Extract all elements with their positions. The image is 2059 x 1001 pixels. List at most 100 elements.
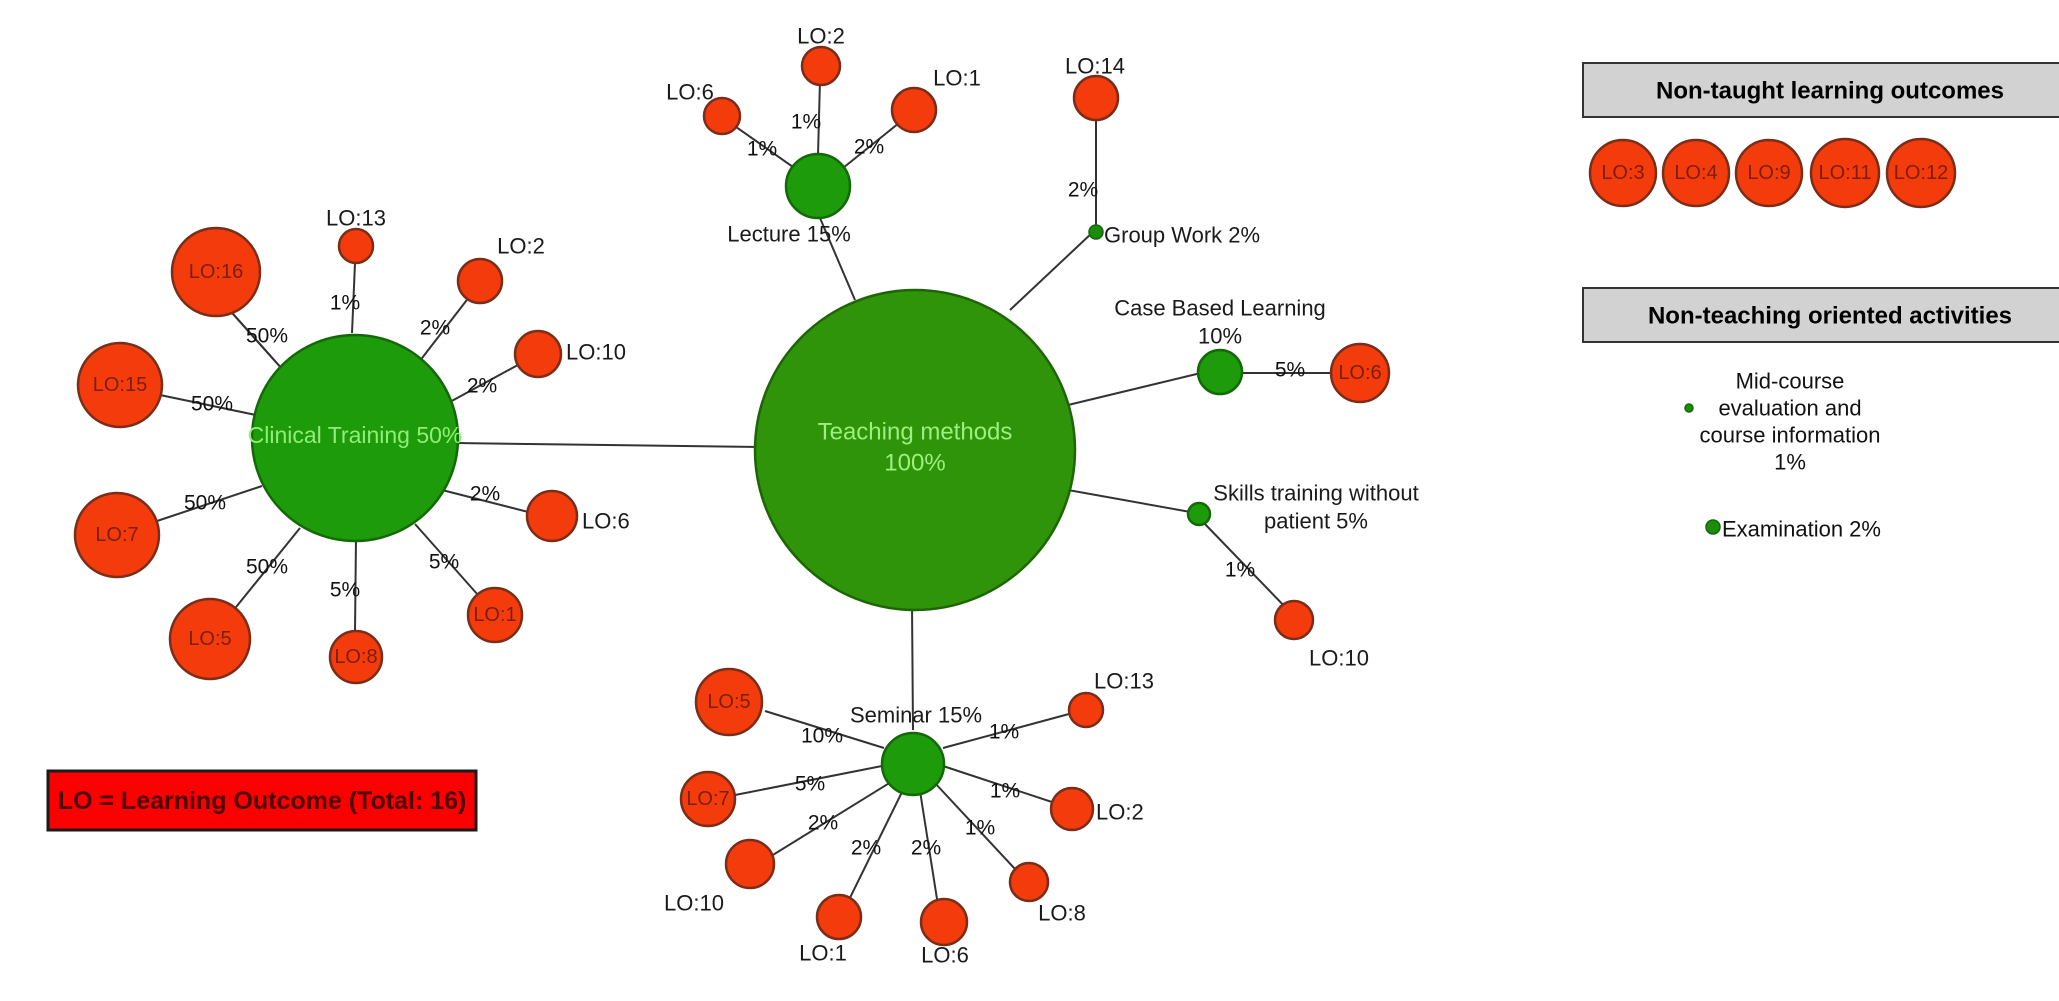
- seminar-lo2-label: LO:2: [1096, 800, 1144, 825]
- node-seminar-lo2[interactable]: [1049, 786, 1095, 832]
- edge-clinical-lo2: [418, 291, 474, 363]
- edge-clinical-lo15: [159, 394, 257, 416]
- group-work-circle[interactable]: [1088, 224, 1104, 240]
- weight-clinical-lo10: 2%: [467, 375, 497, 398]
- panel-lo3-circle[interactable]: [1588, 138, 1658, 208]
- seminar-lo13-circle[interactable]: [1067, 691, 1105, 729]
- node-seminar-lo8[interactable]: [1008, 861, 1050, 903]
- node-lo8[interactable]: LO:8: [328, 629, 384, 685]
- node-skills-lo10[interactable]: [1273, 599, 1315, 641]
- node-clinical-lo6[interactable]: [525, 489, 579, 543]
- node-seminar-lo6[interactable]: [919, 897, 969, 947]
- lo15-circle[interactable]: [76, 341, 164, 429]
- lo13-circle[interactable]: [337, 227, 375, 265]
- mid-course-line1: Mid-course: [1736, 369, 1845, 394]
- panel-lo4-circle[interactable]: [1661, 138, 1731, 208]
- node-lecture[interactable]: [784, 152, 852, 220]
- panel-lo12-circle[interactable]: [1885, 137, 1957, 209]
- edge-seminar-lo10: [754, 781, 892, 867]
- mid-course-eval-dot: [1684, 403, 1694, 413]
- node-seminar[interactable]: [880, 731, 946, 797]
- skills-training-circle[interactable]: [1186, 501, 1212, 527]
- edges-layer: [147, 79, 1721, 919]
- skills-lo10-circle[interactable]: [1273, 599, 1315, 641]
- seminar-circle[interactable]: [880, 731, 946, 797]
- node-cbl-lo6[interactable]: LO:6: [1329, 342, 1391, 404]
- lo5-circle[interactable]: [168, 597, 252, 681]
- node-clinical-lo2[interactable]: [456, 257, 504, 305]
- seminar-lo1-circle[interactable]: [815, 893, 863, 941]
- node-clinical-lo1[interactable]: LO:1: [466, 586, 524, 644]
- clinical-lo2-circle[interactable]: [456, 257, 504, 305]
- seminar-lo5-label: LO:5: [707, 691, 750, 713]
- node-seminar-lo10[interactable]: [724, 838, 776, 890]
- clinical-lo10-label: LO:10: [566, 340, 626, 365]
- seminar-label: Seminar 15%: [850, 703, 982, 728]
- lecture-lo2-circle[interactable]: [800, 45, 842, 87]
- node-lecture-lo2[interactable]: [800, 45, 842, 87]
- panel-lo4-label: LO:4: [1674, 162, 1717, 184]
- seminar-lo2-circle[interactable]: [1049, 786, 1095, 832]
- node-panel-lo3[interactable]: LO:3: [1588, 138, 1658, 208]
- edge-lecture-lo1: [842, 118, 905, 169]
- case-based-learning-circle[interactable]: [1196, 348, 1244, 396]
- node-teaching-methods[interactable]: Teaching methods 100%: [753, 288, 1077, 612]
- activity-examination[interactable]: Examination 2%: [1722, 517, 1881, 542]
- cbl-lo6-circle[interactable]: [1329, 342, 1391, 404]
- panel-lo9-circle[interactable]: [1734, 138, 1804, 208]
- seminar-lo10-circle[interactable]: [724, 838, 776, 890]
- clinical-lo6-circle[interactable]: [525, 489, 579, 543]
- activity-mid-course-evaluation[interactable]: Mid-course evaluation and course informa…: [1700, 369, 1881, 475]
- node-lo14[interactable]: [1072, 74, 1120, 122]
- lecture-lo6-circle[interactable]: [702, 96, 742, 136]
- node-lo7[interactable]: LO:7: [73, 491, 161, 579]
- node-lecture-lo6[interactable]: [702, 96, 742, 136]
- clinical-lo10-circle[interactable]: [513, 329, 563, 379]
- node-lo5[interactable]: LO:5: [168, 597, 252, 681]
- node-seminar-lo1[interactable]: [815, 893, 863, 941]
- lo7-circle[interactable]: [73, 491, 161, 579]
- clinical-lo1-circle[interactable]: [466, 586, 524, 644]
- lecture-lo1-circle[interactable]: [890, 86, 938, 134]
- case-based-learning-label-line1: Case Based Learning: [1114, 296, 1326, 321]
- edge-clinical-lo10: [447, 359, 528, 404]
- lecture-lo1-label: LO:1: [933, 66, 981, 91]
- weight-clinical-lo8: 5%: [330, 579, 360, 602]
- node-group-work[interactable]: [1088, 224, 1104, 240]
- clinical-training-circle[interactable]: [250, 333, 460, 543]
- node-clinical-training[interactable]: Clinical Training 50%: [248, 333, 463, 543]
- node-seminar-lo13[interactable]: [1067, 691, 1105, 729]
- seminar-lo8-circle[interactable]: [1008, 861, 1050, 903]
- weight-seminar-lo13: 1%: [989, 721, 1019, 744]
- lo16-circle[interactable]: [170, 226, 262, 318]
- seminar-lo6-circle[interactable]: [919, 897, 969, 947]
- lo14-circle[interactable]: [1072, 74, 1120, 122]
- node-panel-lo11[interactable]: LO:11: [1809, 137, 1881, 209]
- node-lecture-lo1[interactable]: [890, 86, 938, 134]
- node-panel-lo12[interactable]: LO:12: [1885, 137, 1957, 209]
- node-clinical-lo10[interactable]: [513, 329, 563, 379]
- node-panel-lo4[interactable]: LO:4: [1661, 138, 1731, 208]
- weight-skills-lo10: 1%: [1225, 559, 1255, 582]
- panel-lo11-circle[interactable]: [1809, 137, 1881, 209]
- cluster-seminar: Seminar 15% LO:5 10% LO:7 5% LO:10 2% LO…: [664, 667, 1154, 968]
- seminar-lo5-circle[interactable]: [694, 667, 764, 737]
- weight-seminar-lo8: 1%: [965, 817, 995, 840]
- cbl-lo6-label: LO:6: [1338, 362, 1381, 384]
- lo8-circle[interactable]: [328, 629, 384, 685]
- node-lo16[interactable]: LO:16: [170, 226, 262, 318]
- node-lo15[interactable]: LO:15: [76, 341, 164, 429]
- node-panel-lo9[interactable]: LO:9: [1734, 138, 1804, 208]
- lecture-circle[interactable]: [784, 152, 852, 220]
- node-seminar-lo7[interactable]: LO:7: [679, 770, 737, 828]
- edge-hub-lecture: [819, 217, 856, 301]
- node-case-based-learning[interactable]: [1196, 348, 1244, 396]
- panel-lo12-label: LO:12: [1894, 162, 1948, 184]
- node-skills-training[interactable]: [1186, 501, 1212, 527]
- teaching-methods-circle[interactable]: [753, 288, 1077, 612]
- seminar-lo7-circle[interactable]: [679, 770, 737, 828]
- node-lo13[interactable]: [337, 227, 375, 265]
- node-seminar-lo5[interactable]: LO:5: [694, 667, 764, 737]
- panel-non-teaching-oriented-activities: Non-teaching oriented activities Mid-cou…: [1582, 287, 2059, 542]
- teaching-methods-label-line2: 100%: [884, 450, 945, 477]
